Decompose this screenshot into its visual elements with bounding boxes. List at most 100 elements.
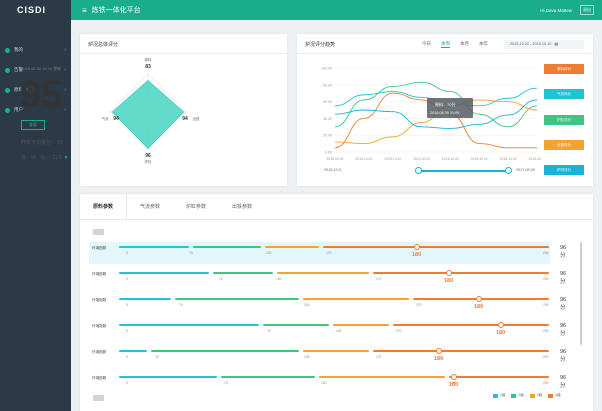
sidebar-item-material[interactable]: 原料场 › [0,80,71,100]
x-tick-label: 2015.10.02 [442,157,459,161]
collapse-button[interactable] [93,229,104,235]
slider-start-handle[interactable] [415,167,422,174]
sidebar-item-mine[interactable]: 我的 › [0,40,71,60]
scale-tick: 70 [155,355,159,359]
value-marker[interactable] [451,374,457,380]
expand-button[interactable] [93,395,104,401]
row-score: 96分 [560,349,567,363]
y-tick-label: 0.00 [325,151,332,155]
parameter-panel: 原料参数 气流参数 炉缸参数 出铁参数 环境指数 0 70 100 170 200 180 9… [80,194,593,411]
date-range-picker[interactable]: 2015.10.02 - 2015.10.10 ▦ [504,40,584,49]
level-segment [119,246,189,248]
parameter-tabs: 原料参数 气流参数 炉缸参数 出铁参数 [80,194,593,220]
row-score: 96分 [560,323,567,337]
scale-tick: 70 [267,329,271,333]
chevron-right-icon: › [64,47,66,53]
ratio-value: 11% [52,155,63,161]
divider [297,53,593,54]
tab-material-params[interactable]: 原料参数 [80,194,128,219]
material-score-button[interactable]: 原料评分 [544,64,584,74]
scale-tick: 0 [126,251,128,255]
panel-title: 炉况评分趋势 [305,42,336,48]
tab-hearth-params[interactable]: 炉缸参数 [186,204,207,210]
row-score: 96分 [560,271,567,285]
scale-tick: 200 [543,277,549,281]
overall-score: 95 [20,74,63,116]
scale-tick: 100 [336,329,342,333]
marker-value: 180 [434,356,444,362]
update-timestamp: 2018.08.30 14:00 更新 [21,66,62,71]
row-label: 环境指数 [92,376,107,380]
value-marker[interactable] [446,270,452,276]
level-segment [119,298,171,300]
value-marker[interactable] [498,322,504,328]
slider-start-label: 2015.10.0 [324,168,341,172]
check-button[interactable]: 查看 [21,120,45,130]
radar-axis-label: 出铁 [192,117,200,121]
sidebar-item-user[interactable]: 用户 › [0,100,71,120]
legend-label: 2级 [518,393,524,397]
tab-year[interactable]: 本年 [479,41,488,46]
radar-axis-label: 原料 [144,58,152,62]
scale-tick: 70 [219,277,223,281]
scale-tick: 100 [304,303,310,307]
sidebar: CISDI 我的 › 告警 › 原料场 › 用户 › [0,0,71,411]
y-tick-label: 60.00 [323,100,332,104]
x-tick-label: 2015.10.02 [529,157,541,161]
value-marker[interactable] [476,296,482,302]
tab-week[interactable]: 本周 [441,41,450,48]
radar-axis-value: 94 [182,116,188,122]
tapping-score-button[interactable]: 出铁评分 [544,140,584,150]
level-segment [333,324,389,326]
radar-chart: 原料 83 94 出铁 96 炉缸 气流 94 [100,58,200,169]
slider-end-handle[interactable] [505,167,512,174]
row-label: 环境指数 [92,324,107,328]
level-segment [373,350,549,352]
y-tick-label: 80.00 [323,83,332,87]
scale-tick: 0 [126,355,128,359]
chevron-right-icon: › [64,107,66,113]
furnace-score-button[interactable]: 炉况评分 [544,165,584,175]
scale-tick: 170 [376,277,382,281]
level-segment [319,376,445,378]
sidebar-item-alarm[interactable]: 告警 › [0,60,71,80]
x-tick-label: 2015.10.02 [500,157,517,161]
slider-track[interactable] [419,170,509,172]
scale-tick: 200 [543,355,549,359]
level-segment [193,246,261,248]
series-line-5 [334,99,538,129]
sidebar-item-label: 用户 [14,107,23,112]
average-score: 昨日平均得分： 97 [21,139,63,146]
x-tick-label: 2015.10.02 [471,157,488,161]
date-range-text: 2015.10.02 - 2015.10.10 [510,42,552,46]
level-segment [119,350,147,352]
radar-area [111,80,185,149]
tab-airflow-params[interactable]: 气流参数 [140,204,161,210]
menu-icon[interactable]: ≡ [82,5,87,15]
day-ratio: 日 环 比： 11% ▼ [21,154,68,161]
value-marker[interactable] [436,348,442,354]
x-tick-label: 2015.10.02 [355,157,372,161]
sidebar-item-label: 原料场 [14,87,28,92]
scrollbar[interactable] [580,242,582,345]
legend-swatch [548,393,554,398]
calendar-icon: ▦ [554,42,559,46]
scale-tick: 200 [543,329,549,333]
chevron-right-icon: › [64,67,66,73]
tab-month[interactable]: 本月 [460,41,469,46]
value-marker[interactable] [414,244,420,250]
average-value: 97 [57,140,63,146]
scale-tick: 70 [224,381,228,385]
tooltip-box [427,98,473,118]
tab-today[interactable]: 今日 [422,41,431,46]
airflow-score-button[interactable]: 气流评分 [544,89,584,99]
radar-svg [109,73,187,151]
level-segment [265,246,319,248]
logout-button[interactable]: 退出 [580,5,594,15]
marker-value: 180 [412,252,422,258]
tab-tapping-params[interactable]: 出铁参数 [232,204,253,210]
y-tick-label: 40.00 [323,117,332,121]
row-label: 环境指数 [92,298,107,302]
sidebar-item-label: 告警 [14,67,23,72]
hearth-score-button[interactable]: 炉缸评分 [544,115,584,125]
